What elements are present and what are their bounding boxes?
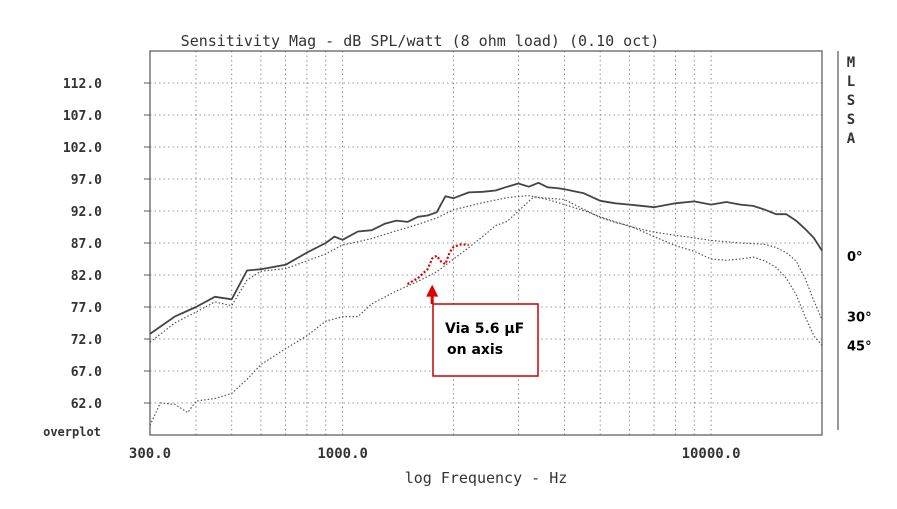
annotation-box bbox=[432, 303, 539, 377]
angle-labels: 0° 30° 45° bbox=[847, 250, 872, 355]
series-line bbox=[149, 195, 823, 343]
y-tick-label: 67.0 bbox=[71, 365, 102, 380]
series-lines bbox=[149, 181, 823, 426]
y-tick-label: 87.0 bbox=[71, 237, 102, 252]
chart-title: Sensitivity Mag - dB SPL/watt (8 ohm loa… bbox=[181, 32, 660, 50]
y-tick-label: 102.0 bbox=[63, 141, 102, 156]
y-tick-label: 112.0 bbox=[63, 77, 102, 92]
side-letter: L bbox=[847, 74, 855, 90]
plot-grid bbox=[149, 51, 823, 435]
side-letter: S bbox=[847, 93, 855, 109]
angle-label: 30° bbox=[847, 311, 872, 326]
side-letter: A bbox=[847, 131, 856, 147]
x-tick-labels: 300.0 1000.0 10000.0 bbox=[129, 446, 741, 462]
plot-frame bbox=[149, 50, 823, 436]
x-tick-label: 300.0 bbox=[129, 446, 171, 462]
annotation-line-1: Via 5.6 µF bbox=[445, 321, 524, 337]
x-axis-title: log Frequency - Hz bbox=[405, 469, 568, 487]
side-letter: M bbox=[847, 55, 855, 71]
y-tick-label: 72.0 bbox=[71, 333, 102, 348]
y-tick-label: 62.0 bbox=[71, 397, 102, 412]
annotation-line-2: on axis bbox=[447, 342, 503, 358]
annotation: Via 5.6 µF on axis bbox=[426, 284, 539, 377]
y-tick-label: 82.0 bbox=[71, 269, 102, 284]
overplot-label: overplot bbox=[43, 425, 101, 439]
series-line bbox=[149, 181, 823, 335]
x-tick-label: 10000.0 bbox=[682, 446, 741, 462]
y-tick-label: 97.0 bbox=[71, 173, 102, 188]
y-tick-label: 77.0 bbox=[71, 301, 102, 316]
y-tick-label: 107.0 bbox=[63, 109, 102, 124]
y-tick-labels: 112.0 107.0 102.0 97.0 92.0 87.0 82.0 77.0 72.0 6… bbox=[63, 77, 150, 412]
x-tick-label: 1000.0 bbox=[317, 446, 368, 462]
y-tick-label: 92.0 bbox=[71, 205, 102, 220]
series-line bbox=[406, 243, 469, 285]
annotation-arrow-head bbox=[426, 284, 439, 297]
angle-label: 0° bbox=[847, 250, 863, 265]
side-letter: S bbox=[847, 112, 855, 128]
angle-label: 45° bbox=[847, 339, 872, 354]
